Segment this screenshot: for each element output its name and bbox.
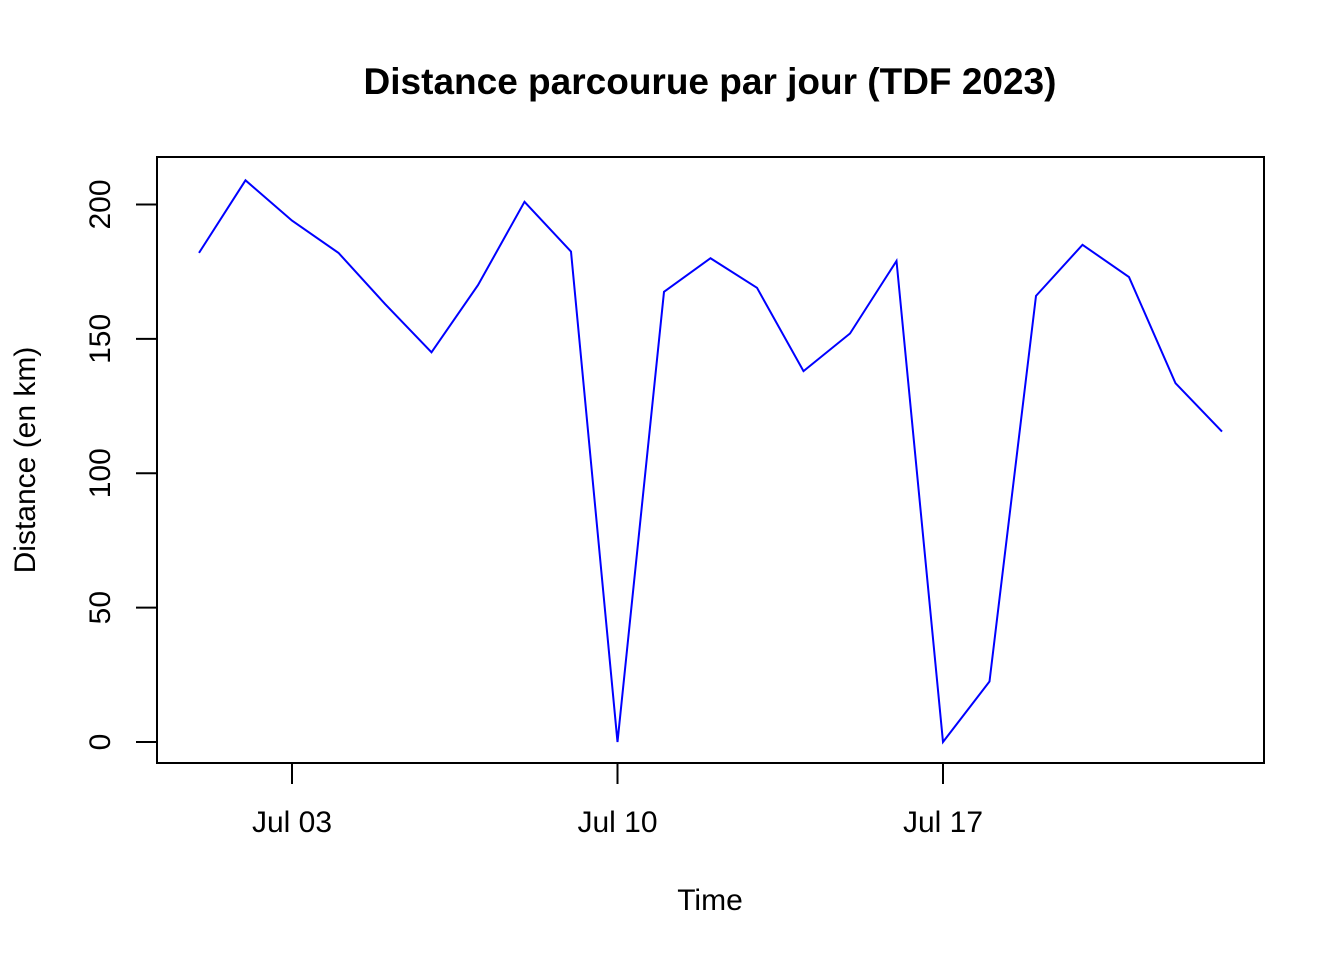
y-tick-label: 50 [84,591,117,624]
series-line [198,178,1223,745]
x-axis-label: Time [677,884,743,917]
y-axis-label: Distance (en km) [9,347,42,574]
y-axis: 0 50 100 150 200 [84,179,158,751]
y-tick-label: 150 [84,314,117,364]
y-tick-label: 200 [84,179,117,229]
chart-title: Distance parcourue par jour (TDF 2023) [364,61,1057,102]
x-tick-label: Jul 03 [252,806,332,839]
x-tick-label: Jul 10 [577,806,657,839]
y-tick-label: 100 [84,448,117,498]
x-tick-label: Jul 17 [903,806,983,839]
plot-frame [156,156,1265,764]
y-tick-label: 0 [84,734,117,751]
x-axis: Jul 03 Jul 10 Jul 17 [252,762,983,839]
